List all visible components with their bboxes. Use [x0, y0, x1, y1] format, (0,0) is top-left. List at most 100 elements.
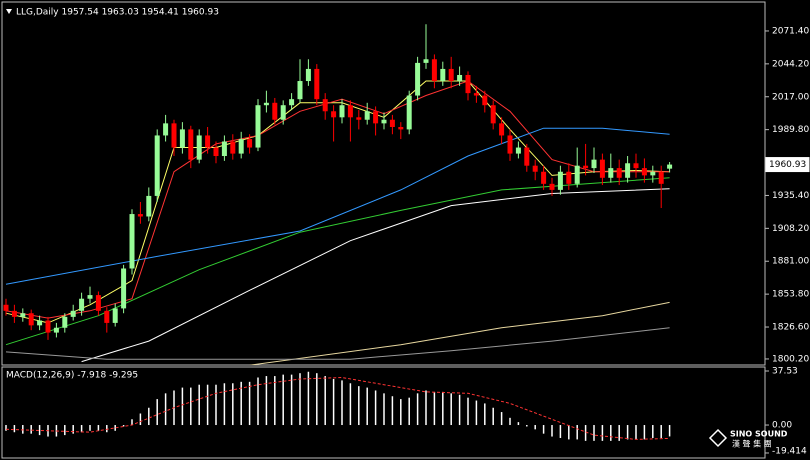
watermark: SINO SOUND 漢 聲 集 團	[708, 428, 788, 449]
candle-body	[45, 320, 51, 333]
y-tick-label: 2017.00	[772, 92, 809, 102]
candle-body	[146, 195, 152, 217]
y-tick-label: -19.414	[772, 447, 807, 457]
chart-title: LLG,Daily 1957.54 1963.03 1954.41 1960.9…	[16, 8, 219, 18]
candle-body	[322, 99, 328, 112]
candle-body	[574, 165, 580, 184]
candle-body	[163, 123, 169, 136]
candle-body	[79, 298, 85, 311]
candle-body	[381, 119, 387, 124]
candle-body	[423, 59, 429, 63]
macd-plot	[5, 371, 671, 441]
indicator-line	[5, 376, 670, 440]
candle-body	[583, 165, 589, 169]
candle-body	[53, 327, 59, 333]
candle-body	[398, 126, 404, 130]
y-tick-label: 1881.00	[772, 257, 809, 267]
candle-body	[230, 141, 236, 154]
candle-body	[658, 171, 664, 184]
candle-body	[457, 74, 463, 82]
watermark-logo	[708, 428, 728, 448]
y-tick-label: 37.53	[772, 366, 798, 376]
candle-body	[238, 139, 244, 154]
y-tick-label: 2071.40	[772, 26, 809, 36]
watermark-subtext: 漢 聲 集 團	[732, 439, 772, 449]
candle-body	[440, 68, 446, 82]
y-tick-label: 2044.20	[772, 59, 809, 69]
menu-triangle[interactable]	[6, 9, 12, 14]
candle-body	[112, 308, 118, 323]
candle-body	[524, 147, 530, 166]
candle-body	[196, 135, 202, 160]
candle-body	[566, 171, 572, 184]
candle-body	[499, 123, 505, 136]
candle-body	[633, 163, 639, 169]
candle-body	[137, 214, 143, 217]
candle-body	[20, 313, 26, 317]
candle-body	[289, 99, 295, 106]
candle-body	[37, 320, 43, 326]
y-tick-label: 1853.80	[772, 290, 809, 300]
candle-body	[188, 129, 194, 160]
y-tick-label: 1800.20	[772, 354, 809, 364]
y-tick-label: 0.00	[772, 421, 792, 431]
candle-body	[608, 168, 614, 178]
y-tick-label: 1826.60	[772, 323, 809, 333]
candle-body	[667, 164, 673, 169]
candle-body	[121, 268, 127, 309]
current-price-box	[765, 157, 810, 173]
y-tick-label: 1908.20	[772, 224, 809, 234]
candle-body	[305, 68, 311, 82]
candle-body	[213, 147, 219, 157]
candle-body	[541, 171, 547, 184]
candle-body	[625, 163, 631, 178]
candle-body	[247, 139, 253, 148]
candle-body	[389, 119, 395, 127]
main-plot	[3, 24, 673, 365]
y-tick-label: 1935.40	[772, 191, 809, 201]
candle-body	[373, 111, 379, 124]
candle-body	[490, 105, 496, 124]
candle-body	[154, 135, 160, 196]
candle-body	[179, 129, 185, 148]
candle-body	[507, 135, 513, 154]
candle-body	[28, 313, 34, 326]
candle-body	[221, 141, 227, 157]
indicator-line	[249, 301, 670, 365]
candle-body	[641, 168, 647, 176]
candle-body	[280, 105, 286, 120]
y-tick-label: 1989.80	[772, 125, 809, 135]
current-price-label: 1960.93	[769, 160, 806, 170]
candle-body	[549, 183, 555, 190]
candle-body	[129, 214, 135, 269]
candle-body	[205, 135, 211, 148]
candle-body	[62, 316, 68, 328]
candle-body	[364, 111, 370, 120]
candle-body	[616, 168, 622, 178]
candle-body	[431, 59, 437, 82]
candle-body	[557, 171, 563, 190]
candle-body	[331, 111, 337, 118]
candle-body	[263, 102, 269, 106]
candle-body	[347, 105, 353, 118]
candle-body	[3, 304, 9, 311]
watermark-text: SINO SOUND	[730, 430, 788, 439]
main-panel-frame	[1, 1, 766, 366]
candle-body	[314, 68, 320, 100]
candle-body	[104, 310, 110, 323]
candle-body	[255, 105, 261, 148]
indicator-line	[5, 327, 670, 360]
candle-body	[95, 295, 101, 311]
price-axis: 2071.40 2044.20 2017.00 1989.80 1935.40 1908.…	[765, 26, 810, 457]
candle-body	[171, 123, 177, 148]
candle-body	[650, 171, 656, 176]
candle-body	[339, 105, 345, 118]
candle-body	[599, 159, 605, 178]
candle-body	[406, 95, 412, 130]
indicator-line	[5, 127, 670, 285]
candle-body	[297, 81, 303, 100]
candle-body	[532, 165, 538, 172]
candle-body	[465, 74, 471, 94]
